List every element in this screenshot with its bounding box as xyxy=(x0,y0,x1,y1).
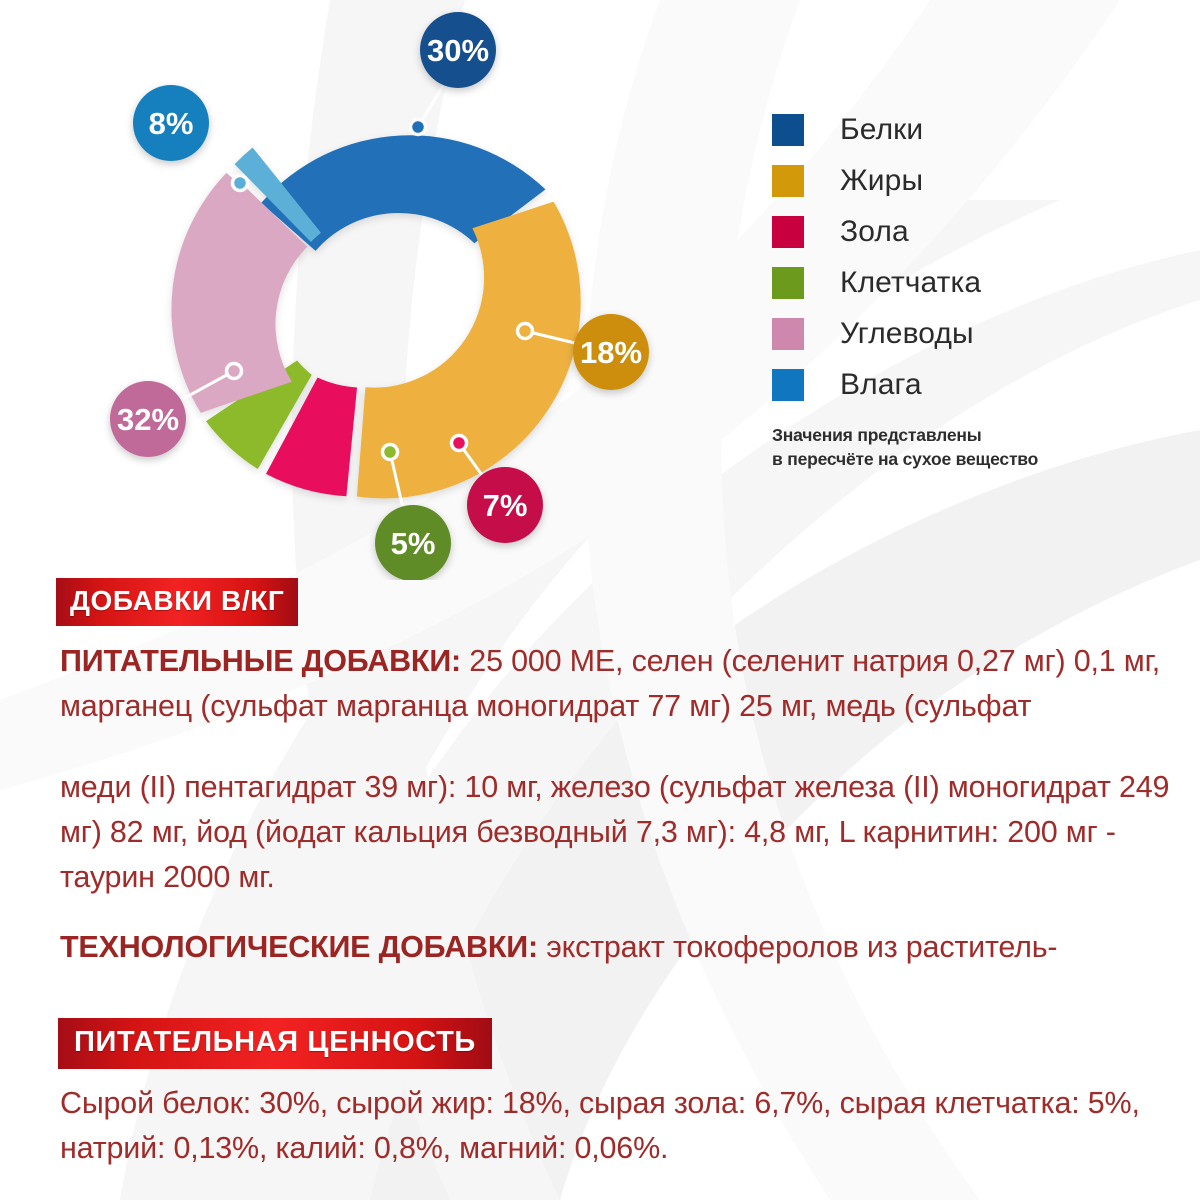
legend-label-moisture: Влага xyxy=(840,367,922,401)
legend-label-fat: Жиры xyxy=(840,163,924,197)
donut-segments xyxy=(171,135,581,499)
legend-label-protein: Белки xyxy=(840,112,924,146)
value-label-carbs: 32% xyxy=(117,402,179,437)
value-label-fiber: 5% xyxy=(391,526,436,561)
leader-dot-protein xyxy=(408,117,428,137)
legend-swatch-carbs xyxy=(772,317,804,350)
value-label-moisture: 8% xyxy=(149,106,194,141)
legend-label-fiber: Клетчатка xyxy=(840,265,982,299)
value-label-fat: 18% xyxy=(580,335,642,370)
legend-swatch-moisture xyxy=(772,368,804,401)
legend-swatch-fiber xyxy=(772,266,804,299)
legend-label-carbs: Углеводы xyxy=(840,316,974,350)
legend-item-carbs[interactable]: Углеводы xyxy=(772,308,1172,359)
leader-dot-fat xyxy=(515,321,535,341)
chart-legend: Белки Жиры Зола Клетчатка Углеводы Влага xyxy=(772,104,1172,410)
donut-chart: 30% 18% 7% 5% 32% 8% xyxy=(0,0,740,580)
nutrition-paragraph: Сырой белок: 30%, сырой жир: 18%, сырая … xyxy=(60,1086,1140,1165)
legend-item-moisture[interactable]: Влага xyxy=(772,359,1172,410)
legend-note-line-1: Значения представлены xyxy=(772,425,982,445)
value-label-ash: 7% xyxy=(483,488,528,523)
section-badge-additives: ДОБАВКИ В/КГ xyxy=(56,578,299,626)
legend-swatch-fat xyxy=(772,164,804,197)
additives-text-technological: экстракт токоферолов из раститель- xyxy=(537,930,1058,964)
value-label-protein: 30% xyxy=(427,33,489,68)
leader-dot-carbs xyxy=(224,361,244,381)
additives-paragraph-2: меди (II) пентагидрат 39 мг): 10 мг, жел… xyxy=(60,770,1170,894)
legend-note-line-2: в пересчёте на сухое вещество xyxy=(772,448,1039,469)
legend-item-fat[interactable]: Жиры xyxy=(772,155,1172,206)
legend-note: Значения представлены в пересчёте на сух… xyxy=(772,424,1192,471)
leader-dot-fiber xyxy=(380,442,400,462)
legend-item-fiber[interactable]: Клетчатка xyxy=(772,257,1172,308)
additives-label-technological: ТЕХНОЛОГИЧЕСКИЕ ДОБАВКИ: xyxy=(60,930,538,964)
additives-label-nutritional: ПИТАТЕЛЬНЫЕ ДОБАВКИ: xyxy=(60,644,462,678)
additives-paragraph-1: ПИТАТЕЛЬНЫЕ ДОБАВКИ: 25 000 МЕ, селен (с… xyxy=(60,639,1170,729)
technological-additives-paragraph: ТЕХНОЛОГИЧЕСКИЕ ДОБАВКИ: экстракт токофе… xyxy=(60,925,1200,970)
legend-item-ash[interactable]: Зола xyxy=(772,206,1172,257)
section-badge-nutrition: ПИТАТЕЛЬНАЯ ЦЕННОСТЬ xyxy=(58,1018,492,1069)
legend-label-ash: Зола xyxy=(840,214,909,248)
legend-swatch-protein xyxy=(772,113,804,146)
legend-swatch-ash xyxy=(772,215,804,248)
donut-chart-svg: 30% 18% 7% 5% 32% 8% xyxy=(110,12,649,580)
legend-item-protein[interactable]: Белки xyxy=(772,104,1172,155)
leader-dot-ash xyxy=(449,433,469,453)
leader-dot-moisture xyxy=(230,173,250,193)
